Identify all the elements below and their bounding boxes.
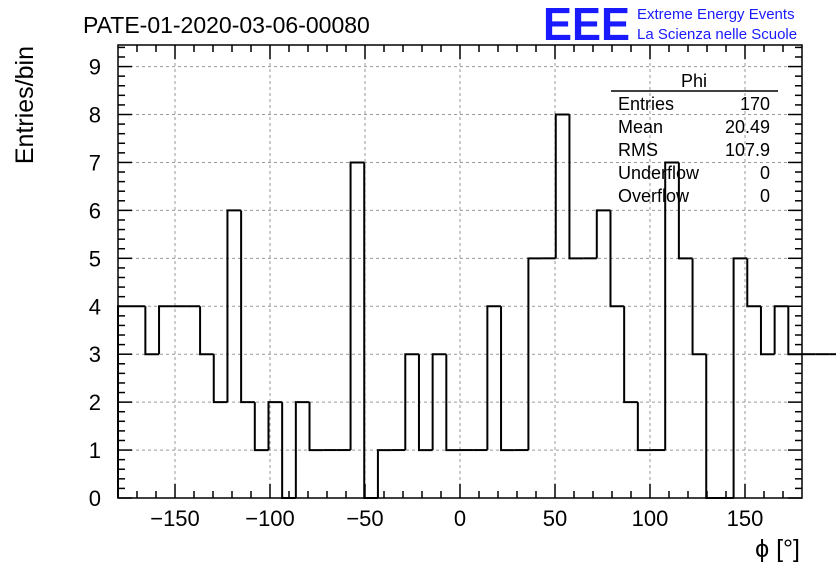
eee-logo-line2: La Scienza nelle Scuole [637, 26, 797, 43]
histogram-bars [117, 113, 836, 499]
histogram-bin [636, 402, 652, 452]
histogram-bin [554, 113, 570, 259]
histogram-bin [623, 306, 638, 404]
y-tick-label: 9 [89, 55, 101, 80]
histogram-bin [664, 161, 679, 451]
histogram-bin [144, 306, 160, 356]
y-tick-labels: 0 1 2 3 4 5 6 7 8 9 [89, 55, 101, 511]
x-tick-label: 50 [543, 506, 567, 531]
histogram-bin [404, 353, 419, 451]
histogram-bin [746, 258, 761, 308]
x-tick-label: 100 [632, 506, 669, 531]
stats-row-label: Entries [618, 94, 674, 114]
histogram-bin [595, 209, 611, 259]
histogram-bin [417, 354, 433, 452]
y-tick-label: 5 [89, 246, 101, 271]
y-tick-label: 7 [89, 150, 101, 175]
histogram-bin [500, 306, 515, 452]
stats-row-value: 20.49 [725, 117, 770, 137]
histogram-bin [568, 114, 584, 260]
histogram-bin [527, 257, 543, 451]
histogram-bin [308, 402, 324, 452]
histogram-bin [212, 354, 228, 404]
histogram-bin [267, 401, 283, 451]
histogram-bin [240, 210, 255, 404]
stats-box: Phi Entries 170 Mean 20.49 RMS 107.9 Underflow… [611, 71, 778, 206]
x-tick-label: −50 [346, 506, 383, 531]
histogram-bin [158, 305, 173, 355]
chart-title: PATE-01-2020-03-06-00080 [83, 12, 370, 38]
histogram-bin [376, 449, 392, 498]
eee-logo: EEE Extreme Energy Events La Scienza nel… [543, 0, 797, 50]
histogram-bin [363, 162, 378, 499]
histogram-bin [349, 161, 365, 451]
histogram-bin [787, 306, 802, 356]
stats-box-title: Phi [681, 71, 707, 91]
histogram-bin [253, 402, 269, 452]
stats-row-label: Overflow [618, 186, 690, 206]
x-tick-label: 0 [454, 506, 466, 531]
x-tick-label: 150 [727, 506, 764, 531]
histogram-bin [732, 257, 748, 498]
histogram-bin [691, 258, 707, 356]
x-tick-label: −150 [150, 506, 200, 531]
stats-row-label: Underflow [618, 163, 700, 183]
y-tick-label: 1 [89, 438, 101, 463]
histogram-bin [294, 401, 310, 498]
axis-ticks [118, 45, 802, 499]
eee-logo-mark: EEE [543, 0, 630, 50]
y-tick-label: 8 [89, 103, 101, 128]
histogram-bin [705, 354, 720, 499]
eee-logo-line1: Extreme Energy Events [637, 6, 795, 23]
x-tick-labels: −150 −100 −50 0 50 100 150 [150, 506, 763, 531]
x-tick-label: −100 [245, 506, 295, 531]
y-tick-label: 3 [89, 342, 101, 367]
histogram-bin [486, 305, 502, 451]
histogram-bin [759, 306, 775, 356]
histogram-bin [226, 209, 242, 403]
y-tick-label: 4 [89, 294, 101, 319]
x-axis-label: ϕ [°] [755, 535, 800, 563]
y-tick-label: 2 [89, 390, 101, 415]
y-tick-label: 0 [89, 486, 101, 511]
stats-row-label: RMS [618, 140, 658, 160]
stats-row-value: 0 [760, 163, 770, 183]
grid-lines [118, 45, 802, 498]
stats-row-value: 0 [760, 186, 770, 206]
histogram-bin [773, 305, 789, 355]
stats-row-value: 107.9 [725, 140, 770, 160]
stats-row-value: 170 [740, 94, 770, 114]
y-tick-label: 6 [89, 198, 101, 223]
histogram-bin [199, 306, 214, 356]
histogram-bin [431, 353, 447, 451]
y-axis-label: Entries/bin [11, 46, 39, 164]
stats-row-label: Mean [618, 117, 663, 137]
histogram-bin [677, 162, 693, 260]
stats-rows: Entries 170 Mean 20.49 RMS 107.9 Underflow 0 Ove… [618, 94, 770, 206]
histogram-bin [609, 210, 625, 308]
histogram-bin [445, 354, 460, 452]
